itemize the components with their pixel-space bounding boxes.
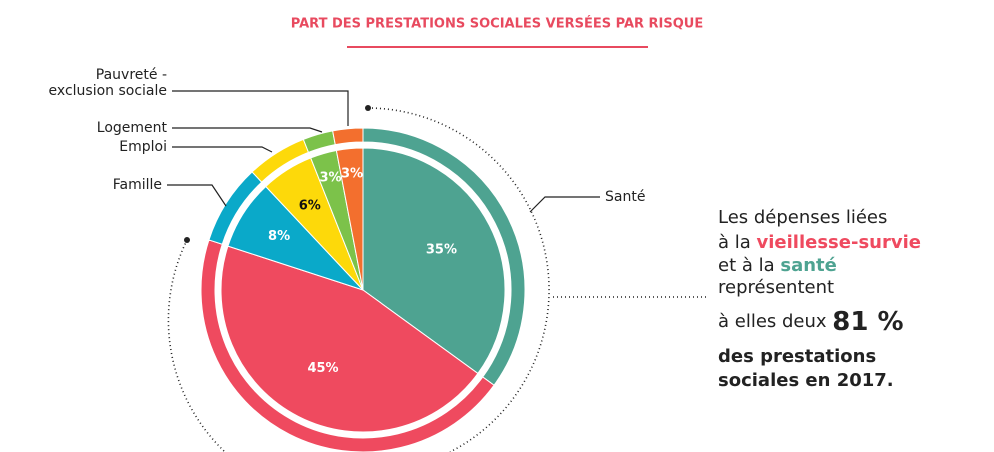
value-label: 3% — [319, 171, 341, 186]
value-label: 45% — [307, 361, 338, 376]
annotation-line: à elles deux 81 % — [718, 307, 904, 337]
leader-line — [172, 127, 323, 133]
annotation-line: et à la santé — [718, 255, 837, 276]
annotation-highlight: vieillesse-survie — [757, 232, 921, 253]
annotation-line: à la vieillesse-survie — [718, 232, 921, 253]
annotation-highlight: santé — [780, 255, 837, 276]
category-label: Logement — [97, 120, 168, 136]
chart-title: PART DES PRESTATIONS SOCIALES VERSÉES PA… — [291, 16, 704, 32]
annotation-line: représentent — [718, 277, 834, 298]
ring-segment — [302, 130, 336, 154]
ring-segment — [332, 127, 364, 146]
value-label: 3% — [341, 167, 363, 182]
pie-slice — [335, 147, 364, 291]
value-label: 35% — [426, 243, 457, 258]
category-label: Famille — [113, 177, 162, 193]
pie-slice — [362, 147, 506, 375]
leader-line — [172, 90, 349, 126]
leader-line — [529, 196, 600, 213]
pie-slice — [220, 245, 479, 433]
category-label: Emploi — [119, 139, 167, 155]
annotation-highlight: 81 % — [832, 307, 903, 337]
annotation: Les dépenses liées à la vieillesse-survi… — [718, 207, 921, 391]
leader-line — [172, 146, 273, 153]
annotation-line: Les dépenses liées — [718, 207, 887, 228]
annotation-line: sociales en 2017. — [718, 370, 894, 391]
value-label: 8% — [268, 229, 290, 244]
value-label: 6% — [299, 199, 321, 214]
leader-line — [167, 184, 227, 207]
dot — [365, 105, 371, 111]
category-label: Santé — [605, 189, 645, 205]
annotation-text: à elles deux — [718, 311, 832, 332]
annotation-text: à la — [718, 232, 757, 253]
annotation-text: et à la — [718, 255, 780, 276]
annotation-line: des prestations — [718, 346, 876, 367]
category-label: Pauvreté -exclusion sociale — [49, 67, 167, 99]
dot — [184, 237, 190, 243]
pie: 35% 45% 8% 6% 3% 3% — [200, 127, 526, 452]
